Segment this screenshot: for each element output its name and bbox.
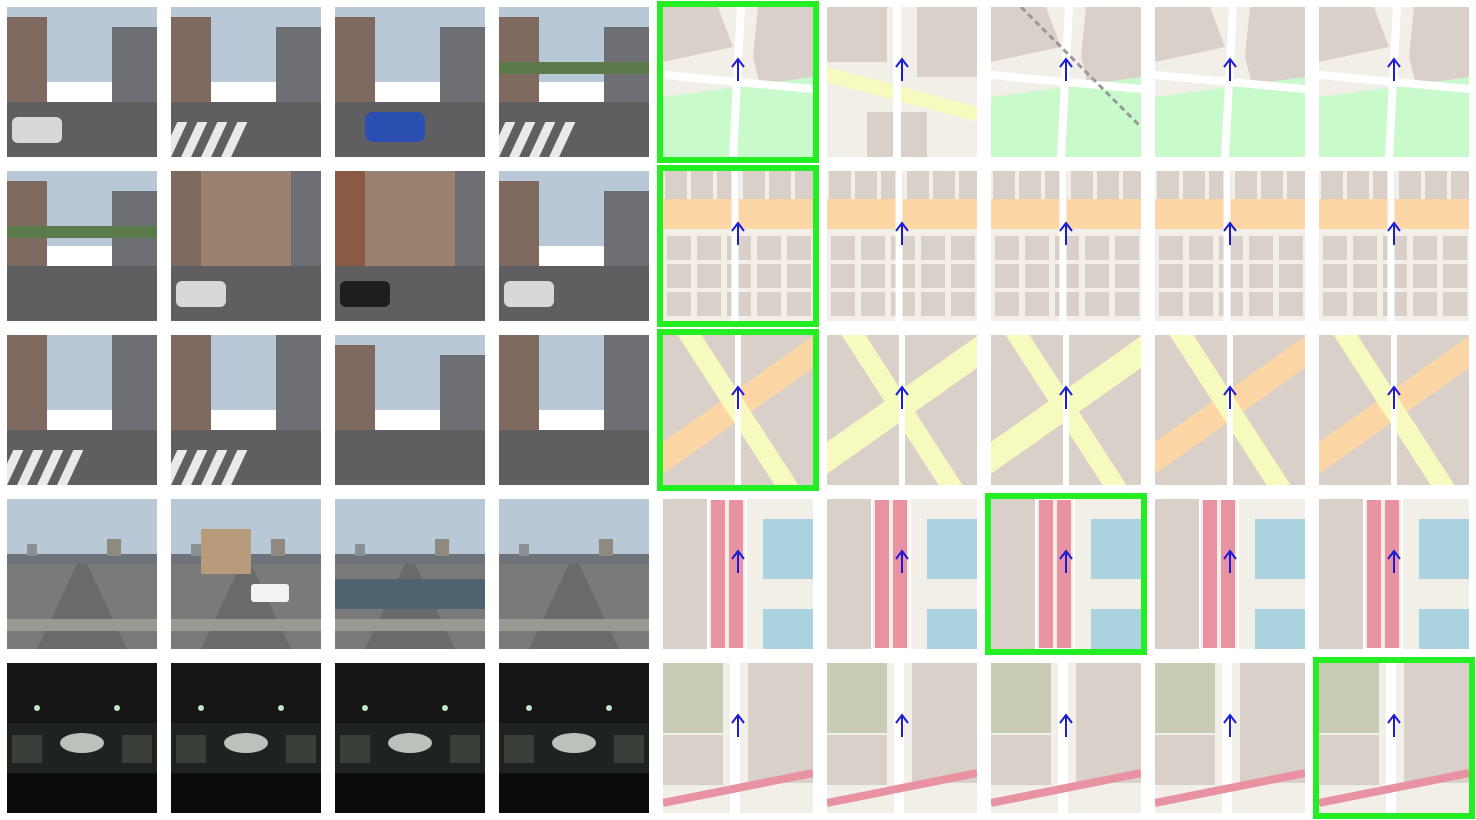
street-view-photo xyxy=(335,499,485,649)
street-view-photo xyxy=(499,171,649,321)
street-view-photo xyxy=(171,335,321,485)
map-tile[interactable] xyxy=(1155,335,1305,485)
map-tile[interactable] xyxy=(827,663,977,813)
map-tile[interactable] xyxy=(1155,499,1305,649)
map-tile[interactable] xyxy=(827,499,977,649)
street-view-photo xyxy=(7,171,157,321)
street-view-photo xyxy=(499,335,649,485)
map-tile[interactable] xyxy=(991,335,1141,485)
street-view-photo xyxy=(7,7,157,157)
street-view-photo xyxy=(335,7,485,157)
street-view-photo xyxy=(335,335,485,485)
street-view-photo xyxy=(335,663,485,813)
map-tile-selected[interactable] xyxy=(657,165,819,327)
map-tile[interactable] xyxy=(1319,335,1469,485)
street-view-photo xyxy=(171,7,321,157)
map-tile-selected[interactable] xyxy=(1313,657,1475,819)
street-view-photo xyxy=(7,499,157,649)
map-tile[interactable] xyxy=(663,499,813,649)
map-tile-selected[interactable] xyxy=(657,1,819,163)
street-view-photo xyxy=(171,499,321,649)
street-view-photo xyxy=(7,663,157,813)
map-tile[interactable] xyxy=(827,335,977,485)
map-tile[interactable] xyxy=(991,663,1141,813)
map-tile[interactable] xyxy=(1155,663,1305,813)
map-tile[interactable] xyxy=(827,7,977,157)
map-tile[interactable] xyxy=(1319,171,1469,321)
map-tile[interactable] xyxy=(663,663,813,813)
street-view-photo xyxy=(171,663,321,813)
street-view-photo xyxy=(335,171,485,321)
map-tile[interactable] xyxy=(1319,499,1469,649)
map-tile[interactable] xyxy=(991,7,1141,157)
map-tile[interactable] xyxy=(1155,7,1305,157)
street-view-photo xyxy=(499,499,649,649)
street-view-photo xyxy=(499,7,649,157)
street-view-photo xyxy=(171,171,321,321)
map-tile-selected[interactable] xyxy=(657,329,819,491)
map-tile[interactable] xyxy=(991,171,1141,321)
street-view-photo xyxy=(7,335,157,485)
map-tile[interactable] xyxy=(1155,171,1305,321)
map-tile-selected[interactable] xyxy=(985,493,1147,655)
map-tile[interactable] xyxy=(1319,7,1469,157)
street-view-photo xyxy=(499,663,649,813)
map-tile[interactable] xyxy=(827,171,977,321)
